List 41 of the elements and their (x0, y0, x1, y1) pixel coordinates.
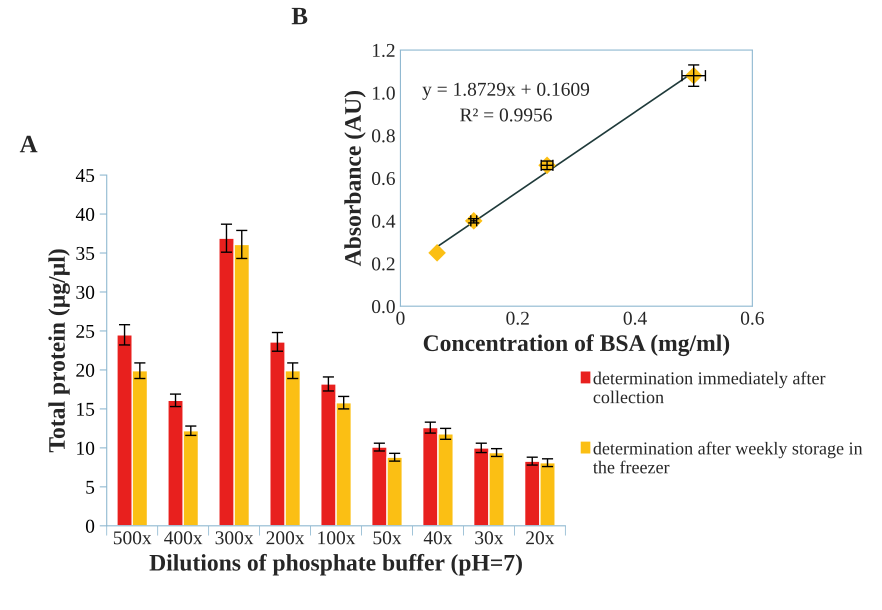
x-tick-label: 0.2 (506, 312, 529, 325)
y-tick-label: 30 (76, 286, 94, 299)
point (428, 244, 446, 262)
y-tick-label: 0.0 (372, 300, 395, 314)
y-tick-label: 0 (86, 520, 94, 533)
y-tick-label: 35 (76, 246, 94, 260)
y-axis-title: Absorbance (AU) (344, 90, 366, 266)
legend-label: determination immediately after collection (594, 371, 826, 404)
legend-label: determination after weekly storage in the freezer (593, 442, 862, 474)
x-tick-label: 30x (475, 531, 504, 544)
y-tick-label: 40 (76, 208, 94, 221)
x-axis-title: Concentration of BSA (mg/ml) (424, 334, 730, 356)
x-tick-label: 100x (318, 531, 356, 544)
x-tick-label: 500x (114, 531, 152, 544)
x-axis-title: Dilutions of phosphate buffer (pH=7) (150, 554, 522, 576)
x-tick-label: 300x (216, 531, 254, 544)
y-axis-title: Total protein (µg/µl) (48, 249, 70, 452)
y-tick-label: 10 (77, 442, 94, 455)
y-tick-label: 1.2 (372, 44, 394, 58)
y-tick-label: 45 (76, 169, 94, 182)
y-tick-label: 5 (86, 480, 94, 494)
x-tick-label: 20x (526, 531, 554, 544)
y-tick-label: 0.2 (372, 257, 394, 271)
x-tick-label: 0.4 (624, 312, 647, 325)
x-tick-label: 0 (396, 312, 405, 325)
x-tick-label: 40x (424, 531, 452, 544)
y-tick-label: 1.0 (372, 86, 395, 100)
annotation: y = 1.8729x + 0.1609 (422, 82, 590, 100)
chart-title: B (292, 8, 308, 24)
x-tick-label: 400x (164, 531, 202, 544)
y-tick-label: 0.8 (372, 129, 395, 142)
y-tick-label: 0.4 (372, 214, 396, 228)
x-tick-label: 200x (266, 531, 304, 544)
y-tick-label: 20 (76, 364, 94, 377)
x-tick-label: 50x (374, 531, 402, 544)
annotation: R² = 0.9956 (460, 108, 552, 122)
chart-title: A (20, 136, 38, 152)
y-tick-label: 0.6 (372, 172, 395, 186)
y-tick-label: 15 (77, 402, 94, 416)
x-tick-label: 0.6 (740, 312, 764, 325)
y-tick-label: 25 (76, 324, 94, 338)
